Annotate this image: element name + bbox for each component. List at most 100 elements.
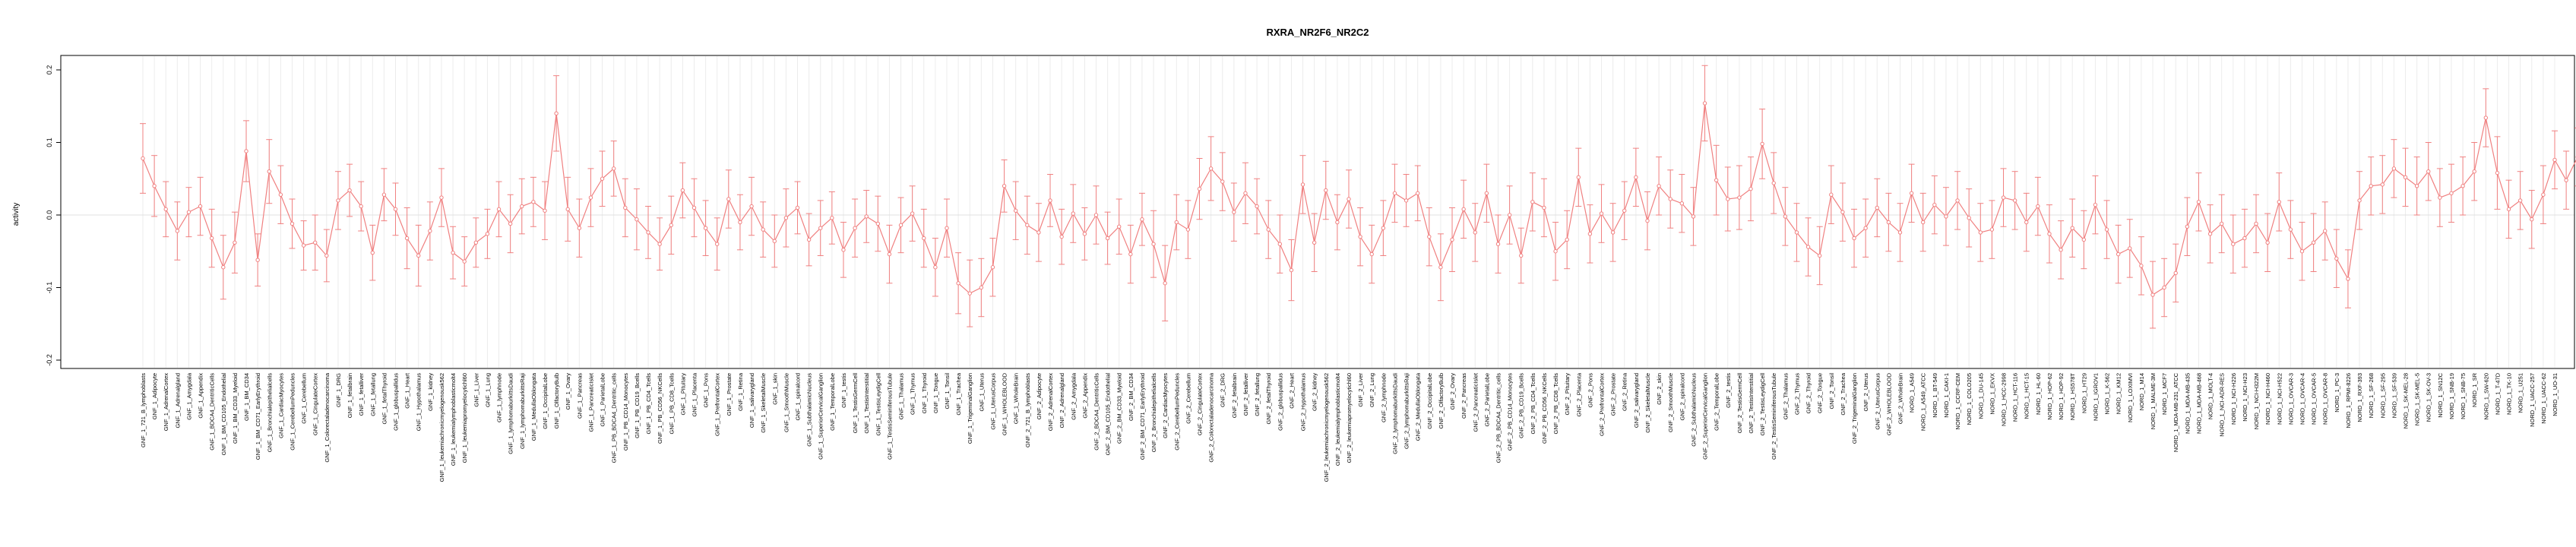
data-point — [783, 216, 789, 220]
data-point — [1622, 208, 1627, 213]
data-point — [2093, 202, 2098, 207]
x-tick-label: GNF_1_CingulateCortex — [312, 373, 319, 435]
data-point — [1691, 214, 1696, 219]
x-tick-label: GNF_2_BM_CD34 — [1128, 373, 1135, 421]
data-point — [1392, 191, 1397, 196]
x-tick-label: GNF_1_UterusCorpus — [989, 373, 996, 430]
x-tick-label: GNF_2_Trachea — [1840, 372, 1847, 415]
x-tick-label: GNF_1_SkeletalMuscle — [760, 373, 767, 433]
data-point — [1404, 198, 1409, 203]
data-point — [1714, 178, 1719, 182]
x-tick-label: NORD_1_PC-3 — [2334, 373, 2340, 413]
x-tick-label: NORD_1_MCF7 — [2161, 373, 2168, 415]
x-tick-label: GNF_2_salivarygland — [1633, 373, 1640, 428]
data-point — [2277, 200, 2281, 204]
data-point — [2472, 169, 2476, 174]
data-point — [715, 242, 720, 246]
data-point — [623, 205, 628, 210]
x-tick-label: GNF_1_SmoothMuscle — [783, 373, 790, 432]
x-axis-labels: GNF_1_721_B_lymphoblasts GNF_1_Adipocyte G… — [140, 372, 2559, 482]
x-tick-label: GNF_2_fetallung — [1254, 373, 1261, 416]
x-tick-label: GNF_2_Pituitary — [1564, 373, 1571, 416]
x-tick-label: GNF_2_fetalThyroid — [1265, 373, 1272, 425]
data-point — [1599, 211, 1604, 216]
data-point — [956, 281, 960, 286]
x-tick-label: GNF_1_Retina — [737, 372, 744, 411]
x-tick-label: GNF_2_BDCA4_DentriticCells — [1093, 373, 1100, 451]
x-tick-label: GNF_1_TestisInterstitial — [863, 373, 870, 434]
data-point — [1415, 191, 1420, 196]
data-point — [1875, 205, 1879, 210]
data-point — [2438, 195, 2442, 200]
data-point — [2265, 240, 2270, 245]
x-tick-label: NORD_1_BT-549 — [1932, 373, 1938, 418]
x-tick-label: GNF_1_lymphomaburkittsDaudi — [508, 373, 514, 454]
x-tick-label: GNF_2_globuspallidus — [1277, 373, 1283, 431]
data-point — [2047, 232, 2052, 236]
data-point — [1197, 186, 1202, 191]
data-point — [795, 205, 800, 210]
data-point — [864, 214, 869, 219]
x-tick-label: GNF_2_Bronchialepithelialcells — [1150, 373, 1157, 452]
data-point — [1071, 211, 1075, 216]
data-point — [2483, 115, 2489, 120]
data-point — [1450, 237, 1454, 242]
x-tick-label: GNF_2_MedullaOblongata — [1415, 372, 1422, 441]
data-point — [2403, 175, 2408, 180]
data-point — [1048, 198, 1052, 203]
x-tick-label: GNF_2_Prostate — [1610, 373, 1617, 416]
x-tick-label: GNF_2_Ovary — [1449, 373, 1456, 410]
x-tick-label: NORD_1_HOP-62 — [2046, 373, 2053, 420]
data-point — [2104, 227, 2109, 232]
data-point — [520, 204, 524, 209]
data-point — [1427, 234, 1432, 239]
data-point — [2116, 251, 2121, 257]
data-point — [451, 250, 455, 255]
x-tick-label: GNF_1_PrefrontalCortex — [714, 373, 721, 436]
data-point — [2139, 264, 2144, 268]
data-point — [2414, 184, 2419, 188]
x-tick-label: NORD_1_IGROV1 — [2092, 373, 2099, 421]
data-point — [1312, 240, 1317, 245]
x-tick-label: GNF_2_Heart — [1288, 372, 1295, 409]
x-tick-label: GNF_2_TestisSeminiferousTubule — [1771, 373, 1777, 460]
x-tick-label: NORD_1_NCI-ADR-RES — [2219, 373, 2226, 437]
data-point — [1921, 220, 1926, 225]
x-tick-label: GNF_2_Tongue — [1817, 373, 1824, 413]
x-tick-label: GNF_2_BM_CD105_Endothelial — [1105, 373, 1112, 456]
data-point — [875, 221, 881, 226]
data-point — [462, 259, 467, 264]
x-tick-label: GNF_2_Liver — [1357, 373, 1364, 407]
data-point — [267, 169, 271, 174]
x-tick-label: GNF_2_Amygdala — [1070, 372, 1077, 420]
x-tick-label: GNF_2_AdrenalCortex — [1047, 373, 1054, 432]
data-point — [2495, 170, 2500, 175]
x-tick-label: GNF_2_DRG — [1220, 373, 1226, 407]
x-tick-label: GNF_2_PrefrontalCortex — [1599, 373, 1606, 436]
x-tick-label: NORD_1_NCI-H226 — [2230, 373, 2237, 425]
data-point — [1967, 216, 1971, 220]
x-tick-label: NORD_1_T-47D — [2494, 372, 2501, 415]
x-tick-label: GNF_2_kidney — [1312, 373, 1318, 411]
x-tick-label: GNF_1_BM_CD33_Myeloid — [232, 373, 239, 444]
x-tick-label: GNF_2_Lung — [1369, 373, 1375, 407]
x-tick-label: NORD_1_RXF-393 — [2356, 373, 2363, 422]
data-point — [439, 195, 444, 200]
x-tick-label: GNF_1_WholeBrain — [1013, 373, 1020, 424]
data-point — [1151, 242, 1156, 246]
x-tick-label: GNF_2_leukemiachronicmyelogenousk562 — [1323, 373, 1330, 482]
x-tick-label: GNF_1_SubthalamicNucleus — [806, 373, 813, 447]
x-tick-label: GNF_2_Pancreas — [1460, 373, 1467, 419]
data-point — [1587, 232, 1593, 236]
data-point — [1886, 220, 1891, 225]
data-point — [290, 221, 295, 226]
data-point — [428, 229, 432, 233]
data-point — [1093, 213, 1099, 217]
x-tick-label: GNF_2_PancreaticIslet — [1472, 372, 1479, 432]
x-tick-label: GNF_1_TestisLeydigCell — [875, 373, 881, 436]
data-point — [1025, 223, 1030, 228]
data-point — [749, 204, 754, 209]
x-tick-label: NORD_1_MOLT-4 — [2207, 373, 2214, 419]
x-tick-label: NORD_1_UACC-257 — [2529, 373, 2536, 427]
x-tick-label: NORD_1_SF-295 — [2379, 373, 2386, 418]
